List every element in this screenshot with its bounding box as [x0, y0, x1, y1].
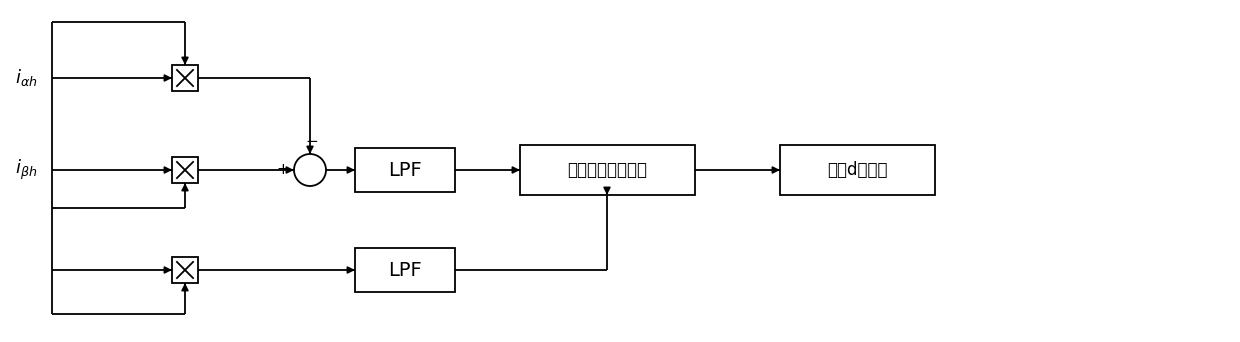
- Bar: [780, 145, 935, 195]
- Text: 分区判断、反正切: 分区判断、反正切: [568, 161, 647, 179]
- Text: $i_{\beta h}$: $i_{\beta h}$: [15, 158, 37, 182]
- Text: 转子d轴位置: 转子d轴位置: [827, 161, 888, 179]
- Bar: [172, 65, 198, 91]
- Bar: [520, 145, 694, 195]
- Bar: [172, 257, 198, 283]
- Bar: [355, 148, 455, 192]
- Text: −: −: [305, 134, 319, 149]
- Text: $i_{\alpha h}$: $i_{\alpha h}$: [15, 67, 37, 89]
- Bar: [355, 248, 455, 292]
- Text: LPF: LPF: [388, 261, 422, 279]
- Bar: [172, 157, 198, 183]
- Text: LPF: LPF: [388, 160, 422, 180]
- Text: +: +: [277, 161, 289, 176]
